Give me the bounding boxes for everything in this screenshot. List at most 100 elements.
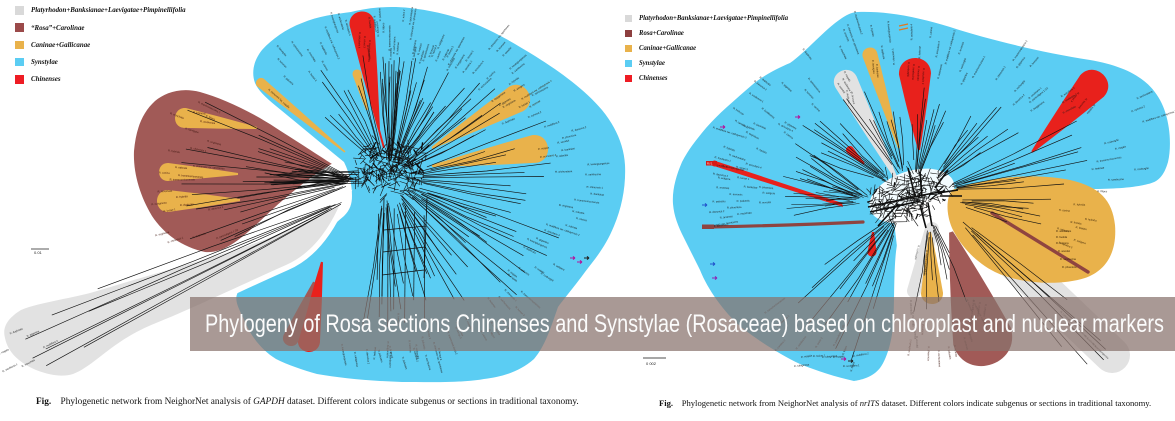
svg-text:R. weisiensis: R. weisiensis (936, 63, 943, 79)
svg-text:R. wichuraiana: R. wichuraiana (392, 36, 397, 54)
svg-text:R. roxburghii: R. roxburghii (906, 62, 911, 77)
svg-text:R. setigera: R. setigera (718, 175, 732, 181)
svg-text:R. majalis: R. majalis (538, 145, 551, 151)
svg-text:R. woodsii: R. woodsii (416, 43, 423, 56)
svg-text:R. sambucina: R. sambucina (1060, 257, 1076, 261)
svg-text:R. majalis: R. majalis (843, 70, 852, 83)
svg-text:R. hybrida: R. hybrida (168, 148, 181, 154)
svg-text:R. banksiae: R. banksiae (561, 146, 576, 152)
svg-text:R. setigera: R. setigera (762, 191, 775, 196)
svg-text:R. palustris: R. palustris (947, 346, 953, 360)
svg-text:R. onoei 3: R. onoei 3 (736, 165, 749, 172)
svg-text:R. brunonii: R. brunonii (1077, 97, 1088, 110)
svg-text:R. onoei 3: R. onoei 3 (363, 36, 367, 49)
svg-text:R. setigera: R. setigera (1073, 238, 1087, 246)
svg-text:R. virginiana: R. virginiana (745, 130, 760, 141)
svg-text:R. luciae 1: R. luciae 1 (813, 353, 826, 358)
svg-text:R. arvensis: R. arvensis (842, 28, 851, 42)
svg-text:R. carolina 2: R. carolina 2 (734, 119, 749, 130)
svg-text:R. odorata: R. odorata (953, 345, 959, 358)
svg-text:R. chinensis 1: R. chinensis 1 (190, 146, 207, 153)
svg-text:R. canina: R. canina (811, 102, 822, 113)
svg-text:R. hybrida: R. hybrida (1085, 217, 1098, 223)
svg-text:R. arvensis: R. arvensis (720, 214, 734, 220)
svg-text:R. foetida: R. foetida (1070, 220, 1082, 226)
svg-text:R. brunonii: R. brunonii (1028, 56, 1040, 68)
svg-text:R. duplicata: R. duplicata (501, 116, 516, 125)
svg-text:R. davurica 2: R. davurica 2 (709, 209, 725, 214)
svg-text:R. canina: R. canina (1059, 208, 1071, 213)
svg-text:R. davurica 2: R. davurica 2 (208, 205, 224, 212)
svg-text:R. gigantea: R. gigantea (26, 329, 40, 338)
svg-text:R. virginiana: R. virginiana (207, 139, 222, 147)
svg-text:R. hybrida: R. hybrida (723, 145, 736, 153)
svg-text:R. moschata: R. moschata (169, 111, 185, 120)
svg-text:R. filipes: R. filipes (381, 22, 385, 33)
svg-text:R. brunonii: R. brunonii (495, 40, 507, 52)
svg-text:R. hybrida: R. hybrida (508, 75, 520, 86)
svg-text:R. laevigata: R. laevigata (185, 126, 200, 134)
svg-text:R. rubiginosa: R. rubiginosa (822, 354, 838, 359)
svg-text:R. virginiana: R. virginiana (559, 203, 574, 210)
svg-text:R. canina: R. canina (320, 60, 329, 72)
svg-text:R. chinensis var. spontanea: R. chinensis var. spontanea (193, 164, 226, 171)
svg-text:R. carolina 2: R. carolina 2 (1058, 240, 1074, 249)
svg-text:R. henryi 3: R. henryi 3 (464, 49, 475, 62)
svg-text:R. multiflora 2: R. multiflora 2 (372, 16, 378, 33)
svg-text:R. odorata: R. odorata (572, 209, 585, 215)
svg-text:R. duplicata: R. duplicata (759, 75, 773, 87)
svg-text:R. acicularis 4: R. acicularis 4 (777, 122, 794, 133)
svg-text:R. palustris: R. palustris (712, 199, 726, 203)
svg-text:R. henryi 3: R. henryi 3 (430, 44, 438, 58)
svg-text:R. sambucina: R. sambucina (388, 352, 392, 368)
svg-text:R. palustris: R. palustris (737, 199, 751, 203)
svg-text:R. phoenicia: R. phoenicia (562, 133, 577, 140)
svg-text:R. filipes: R. filipes (205, 114, 216, 122)
svg-text:R. majalis: R. majalis (279, 99, 291, 110)
svg-text:R. odorata: R. odorata (565, 223, 578, 230)
svg-text:R. transmorrisonensis: R. transmorrisonensis (1096, 155, 1122, 163)
svg-text:R. canina: R. canina (783, 130, 795, 140)
svg-text:R. cymosa 2: R. cymosa 2 (713, 162, 728, 169)
svg-text:R. arvensis: R. arvensis (716, 185, 730, 190)
svg-text:R. luciae 1: R. luciae 1 (163, 207, 176, 213)
svg-text:R. setigera: R. setigera (552, 262, 565, 272)
svg-text:R. banksiae: R. banksiae (418, 49, 426, 64)
svg-text:R. canina: R. canina (485, 69, 496, 80)
svg-text:R. palustris: R. palustris (377, 7, 382, 21)
svg-text:R. sambucina: R. sambucina (1108, 177, 1125, 182)
svg-text:R. kwangtungensis: R. kwangtungensis (722, 164, 745, 173)
svg-text:R. arvensis: R. arvensis (957, 41, 965, 55)
svg-text:R. wichuraiana: R. wichuraiana (555, 169, 573, 174)
svg-text:R. luciae 1: R. luciae 1 (737, 175, 750, 181)
svg-text:R. hybrida: R. hybrida (743, 123, 756, 131)
svg-text:R. soulieana 1: R. soulieana 1 (714, 155, 732, 163)
svg-text:R. foetida: R. foetida (756, 146, 768, 154)
svg-text:R. hybrida: R. hybrida (1073, 202, 1086, 206)
svg-text:R. rubiginosa: R. rubiginosa (151, 200, 167, 206)
svg-text:R. duplicata: R. duplicata (319, 41, 329, 56)
svg-text:R. odorata: R. odorata (556, 153, 569, 159)
svg-text:R. wichuraiana: R. wichuraiana (937, 350, 942, 368)
svg-text:R. roxburghii: R. roxburghii (1134, 166, 1149, 172)
svg-text:R. brunonii: R. brunonii (193, 110, 206, 116)
svg-text:R. kwangtungensis: R. kwangtungensis (886, 21, 892, 44)
svg-text:R. sambucina: R. sambucina (911, 64, 916, 81)
svg-text:R. phoenicia: R. phoenicia (759, 185, 774, 191)
svg-text:R. weisiensis: R. weisiensis (200, 119, 216, 125)
svg-text:R. laevigata: R. laevigata (411, 46, 418, 61)
svg-text:R. rubiginosa: R. rubiginosa (794, 362, 810, 368)
svg-text:R. brunonii: R. brunonii (850, 91, 856, 104)
svg-text:R. duplicata: R. duplicata (802, 47, 814, 61)
svg-text:R. gigantea: R. gigantea (959, 71, 968, 85)
svg-text:R. woodsii: R. woodsii (389, 47, 393, 59)
svg-text:R. woodsii: R. woodsii (836, 82, 846, 94)
svg-text:R. davurica 2: R. davurica 2 (375, 21, 380, 37)
svg-text:R. moschata: R. moschata (158, 189, 173, 194)
svg-text:R. acicularis 4: R. acicularis 4 (745, 161, 762, 169)
svg-text:R. weisiensis: R. weisiensis (1056, 229, 1072, 233)
svg-text:R. banksiae: R. banksiae (875, 64, 880, 79)
svg-text:R. moschata: R. moschata (1062, 104, 1077, 115)
svg-text:R. multiflora 2: R. multiflora 2 (544, 120, 561, 129)
svg-text:R. majalis: R. majalis (507, 268, 519, 279)
